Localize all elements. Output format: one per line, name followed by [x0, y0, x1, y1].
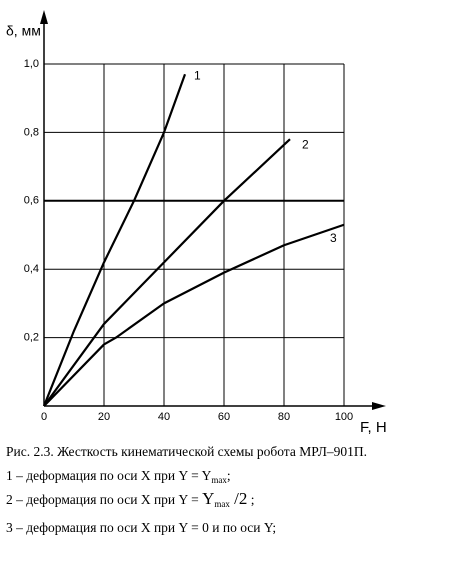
series-label: 1: [194, 68, 201, 82]
y-tick-label: 0,8: [24, 126, 39, 138]
caption-line: Рис. 2.3. Жесткость кинематической схемы…: [6, 444, 367, 459]
caption-segment: 1 – деформация по оси X при Y = Y: [6, 468, 212, 483]
y-tick-label: 0,4: [24, 263, 39, 275]
x-tick-label: 20: [98, 411, 110, 423]
caption-segment: 3 – деформация по оси X при Y = 0 и по о…: [6, 520, 276, 535]
series-line: [42, 73, 187, 407]
series-line: [43, 223, 345, 407]
x-tick-label: 40: [158, 411, 170, 423]
caption-segment: max: [211, 475, 227, 485]
caption-line: 2 – деформация по оси X при Y = Ymax /2 …: [6, 489, 255, 509]
series-label: 2: [302, 137, 309, 151]
series-label: 3: [330, 231, 337, 245]
caption-segment: ;: [227, 468, 231, 483]
series-line: [43, 138, 291, 407]
y-tick-label: 0,6: [24, 195, 39, 207]
x-tick-label: 60: [218, 411, 230, 423]
caption-segment: max: [214, 499, 230, 509]
caption-segment: Рис. 2.3. Жесткость кинематической схемы…: [6, 444, 367, 459]
caption-line: 3 – деформация по оси X при Y = 0 и по о…: [6, 520, 276, 535]
y-axis-arrow: [40, 10, 48, 24]
caption-segment: ;: [247, 492, 254, 507]
y-axis-label: δ, мм: [6, 23, 41, 39]
caption-segment: 2 – деформация по оси X при Y =: [6, 492, 202, 507]
x-tick-label: 80: [278, 411, 290, 423]
caption-segment: Y: [202, 489, 214, 508]
x-axis-arrow: [372, 402, 386, 410]
x-axis-label: F, Н: [360, 419, 387, 436]
x-tick-label: 100: [335, 411, 353, 423]
caption-line: 1 – деформация по оси X при Y = Ymax;: [6, 468, 231, 485]
y-tick-label: 1,0: [24, 58, 39, 70]
y-tick-label: 0,2: [24, 332, 39, 344]
caption-segment: /2: [230, 489, 247, 508]
x-tick-label: 0: [41, 411, 47, 423]
